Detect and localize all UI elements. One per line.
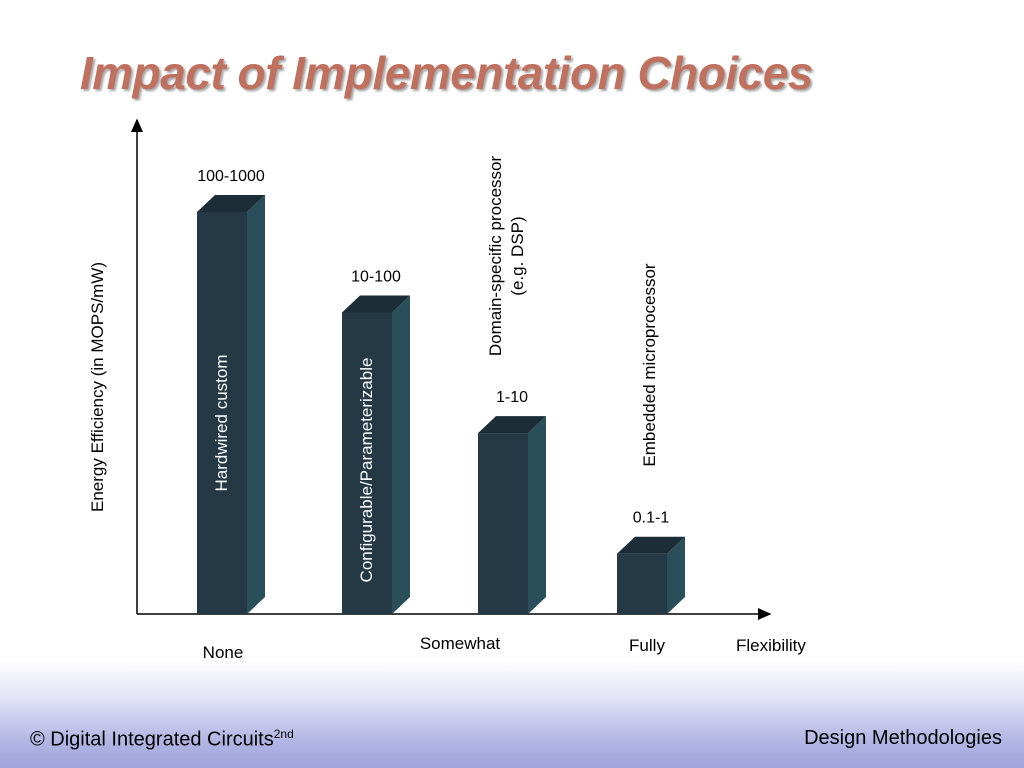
bar-category-label: Configurable/Parameterizable bbox=[357, 358, 376, 583]
bar-top bbox=[197, 195, 265, 212]
bar-value-label: 1-10 bbox=[496, 389, 528, 406]
footer-copyright-text: © Digital Integrated Circuits bbox=[30, 728, 274, 751]
bar-value-label: 0.1-1 bbox=[633, 510, 670, 527]
bar-side bbox=[247, 195, 265, 614]
x-tick-label: None bbox=[202, 643, 244, 662]
bars-group: 100-1000 10-100 1-10 0.1-1 Hardwired custom C… bbox=[197, 156, 685, 614]
footer-copyright: © Digital Integrated Circuits2nd bbox=[30, 727, 294, 752]
bar-top bbox=[617, 536, 685, 554]
bar-category-label: Domain-specific processor (e.g. DSP) bbox=[486, 156, 527, 357]
bar-value-label: 100-1000 bbox=[197, 168, 265, 185]
page-title: Impact of Implementation Choices bbox=[80, 47, 813, 99]
y-axis-label: Energy Efficiency (in MOPS/mW) bbox=[88, 262, 107, 512]
bar-side bbox=[528, 416, 546, 614]
footer-edition-sup: 2nd bbox=[273, 727, 294, 741]
bar-category-label: Embedded microprocessor bbox=[640, 263, 659, 466]
bar-top bbox=[478, 416, 546, 434]
bar bbox=[478, 433, 528, 614]
bar-top bbox=[342, 295, 410, 313]
bar bbox=[617, 553, 667, 614]
bar-category-label: Hardwired custom bbox=[212, 355, 231, 492]
footer-bar bbox=[0, 660, 1024, 768]
bar-chart: Energy Efficiency (in MOPS/mW) 100-10001… bbox=[88, 118, 772, 620]
bar bbox=[342, 312, 392, 614]
bar-side bbox=[392, 295, 410, 614]
bar-value-label: 10-100 bbox=[351, 269, 401, 286]
bar bbox=[197, 212, 247, 614]
bar-side bbox=[667, 536, 685, 614]
footer-chapter: Design Methodologies bbox=[804, 727, 1002, 749]
